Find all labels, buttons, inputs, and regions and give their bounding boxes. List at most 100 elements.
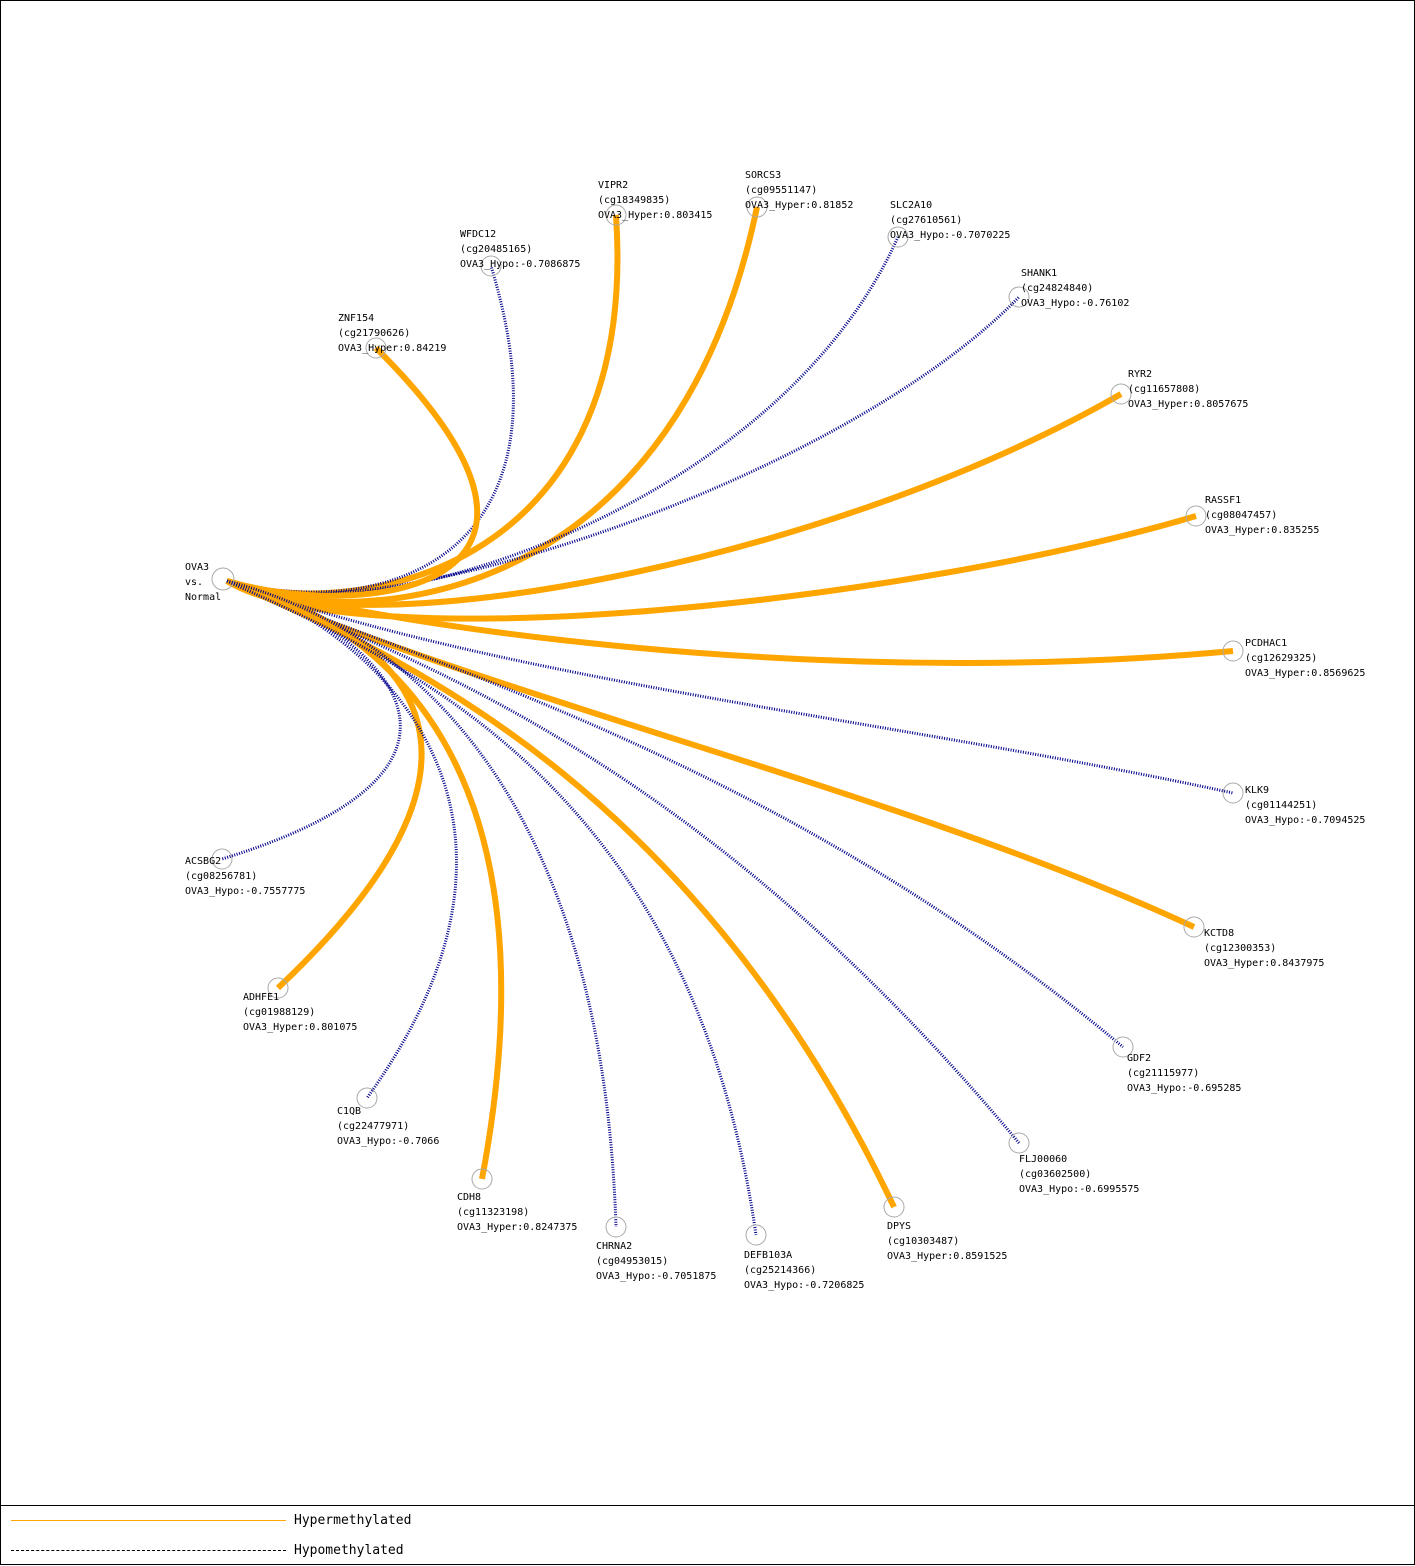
node-score: OVA3_Hypo:-0.7557775	[185, 886, 305, 897]
node-label-adhfe1: ADHFE1 (cg01988129) OVA3_Hyper:0.801075	[243, 992, 357, 1033]
node-ring-acsbg2	[211, 848, 233, 870]
node-label-gdf2: GDF2 (cg21115977) OVA3_Hypo:-0.695285	[1127, 1053, 1241, 1094]
node-gene: KCTD8	[1204, 928, 1234, 939]
node-score: OVA3_Hypo:-0.76102	[1021, 298, 1129, 309]
node-label-slc2a10: SLC2A10 (cg27610561) OVA3_Hypo:-0.7070225	[890, 200, 1010, 241]
node-gene: PCDHAC1	[1245, 638, 1287, 649]
node-probe: (cg09551147)	[745, 185, 817, 196]
node-ring-shank1	[1008, 286, 1030, 308]
node-probe: (cg20485165)	[460, 244, 532, 255]
node-ring-gdf2	[1112, 1036, 1134, 1058]
node-label-c1qb: C1QB (cg22477971) OVA3_Hypo:-0.7066	[337, 1106, 439, 1147]
node-label-kctd8: KCTD8 (cg12300353) OVA3_Hyper:0.8437975	[1204, 928, 1324, 969]
node-score: OVA3_Hypo:-0.7051875	[596, 1271, 716, 1282]
node-score: OVA3_Hypo:-0.7066	[337, 1136, 439, 1147]
legend-hyper-swatch	[11, 1520, 286, 1521]
node-ring-flj00060	[1008, 1132, 1030, 1154]
node-ring-pcdhac1	[1222, 640, 1244, 662]
node-gene: ADHFE1	[243, 992, 279, 1003]
edge-slc2a10	[226, 236, 900, 598]
node-gene: ZNF154	[338, 313, 374, 324]
node-score: OVA3_Hyper:0.8569625	[1245, 668, 1365, 679]
node-label-shank1: SHANK1 (cg24824840) OVA3_Hypo:-0.76102	[1021, 268, 1129, 309]
node-label-acsbg2: ACSBG2 (cg08256781) OVA3_Hypo:-0.7557775	[185, 856, 305, 897]
node-score: OVA3_Hyper:0.801075	[243, 1022, 357, 1033]
node-probe: (cg03602500)	[1019, 1169, 1091, 1180]
edge-defb103a	[226, 579, 758, 1236]
node-score: OVA3_Hypo:-0.7094525	[1245, 815, 1365, 826]
network-diagram: OVA3 vs. Normal VIPR2 (cg18349835) OVA3_Hy…	[185, 170, 1365, 1291]
legend-hyper: Hypermethylated	[1, 1511, 701, 1531]
node-score: OVA3_Hyper:0.8247375	[457, 1222, 577, 1233]
legend-hyper-label: Hypermethylated	[294, 1513, 412, 1528]
edge-kctd8	[225, 578, 1196, 930]
node-score: OVA3_Hyper:0.8591525	[887, 1251, 1007, 1262]
edge-acsbg2	[221, 579, 402, 861]
node-probe: (cg22477971)	[337, 1121, 409, 1132]
legend-hypo: Hypomethylated	[1, 1541, 701, 1561]
node-ring-ryr2	[1110, 383, 1132, 405]
node-gene: VIPR2	[598, 180, 628, 191]
node-gene: RYR2	[1128, 369, 1152, 380]
node-gene: CHRNA2	[596, 1241, 632, 1252]
node-probe: (cg25214366)	[744, 1265, 816, 1276]
node-ring-wfdc12	[480, 255, 502, 277]
node-score: OVA3_Hyper:0.81852	[745, 200, 853, 211]
node-gene: WFDC12	[460, 229, 496, 240]
legend-hypo-label: Hypomethylated	[294, 1543, 404, 1558]
node-probe: (cg11657808)	[1128, 384, 1200, 395]
legend: Hypermethylated Hypomethylated	[1, 1505, 1414, 1566]
node-label-znf154: ZNF154 (cg21790626) OVA3_Hyper:0.84219	[338, 313, 446, 354]
node-ring-sorcs3	[746, 196, 768, 218]
node-label-rassf1: RASSF1 (cg08047457) OVA3_Hyper:0.835255	[1205, 495, 1319, 536]
node-ring-dpys	[883, 1196, 905, 1218]
node-ring-klk9	[1222, 782, 1244, 804]
node-ring-vipr2	[605, 204, 627, 226]
node-gene: DEFB103A	[744, 1250, 792, 1261]
node-score: OVA3_Hypo:-0.7206825	[744, 1280, 864, 1291]
node-score: OVA3_Hyper:0.835255	[1205, 525, 1319, 536]
node-probe: (cg18349835)	[598, 195, 670, 206]
node-probe: (cg12300353)	[1204, 943, 1276, 954]
node-label-klk9: KLK9 (cg01144251) OVA3_Hypo:-0.7094525	[1245, 785, 1365, 826]
node-probe: (cg01988129)	[243, 1007, 315, 1018]
node-ring-rassf1	[1185, 505, 1207, 527]
node-label-pcdhac1: PCDHAC1 (cg12629325) OVA3_Hyper:0.8569625	[1245, 638, 1365, 679]
node-label-defb103a: DEFB103A (cg25214366) OVA3_Hypo:-0.7206825	[744, 1250, 864, 1291]
node-probe: (cg24824840)	[1021, 283, 1093, 294]
labels-layer: VIPR2 (cg18349835) OVA3_Hyper:0.803415 SORC…	[185, 170, 1365, 1291]
node-score: OVA3_Hyper:0.84219	[338, 343, 446, 354]
node-probe: (cg21115977)	[1127, 1068, 1199, 1079]
legend-hypo-swatch	[11, 1550, 286, 1551]
node-score: OVA3_Hypo:-0.695285	[1127, 1083, 1241, 1094]
edge-cdh8	[226, 578, 505, 1180]
node-ring-chrna2	[605, 1216, 627, 1238]
node-label-wfdc12: WFDC12 (cg20485165) OVA3_Hypo:-0.7086875	[460, 229, 580, 270]
node-label-vipr2: VIPR2 (cg18349835) OVA3_Hyper:0.803415	[598, 180, 712, 221]
node-probe: (cg10303487)	[887, 1236, 959, 1247]
node-score: OVA3_Hypo:-0.7086875	[460, 259, 580, 270]
node-score: OVA3_Hypo:-0.7070225	[890, 230, 1010, 241]
edge-shank1	[226, 295, 1021, 596]
node-label-cdh8: CDH8 (cg11323198) OVA3_Hyper:0.8247375	[457, 1192, 577, 1233]
node-gene: FLJ00060	[1019, 1154, 1067, 1165]
node-ring-defb103a	[745, 1224, 767, 1246]
node-score: OVA3_Hyper:0.803415	[598, 210, 712, 221]
edges-layer	[221, 206, 1234, 1236]
node-ring-slc2a10	[887, 226, 909, 248]
node-label-chrna2: CHRNA2 (cg04953015) OVA3_Hypo:-0.7051875	[596, 1241, 716, 1282]
node-ring-c1qb	[356, 1087, 378, 1109]
center-label-line2: vs.	[185, 577, 203, 588]
node-label-sorcs3: SORCS3 (cg09551147) OVA3_Hyper:0.81852	[745, 170, 853, 211]
center-label-line1: OVA3	[185, 562, 209, 573]
node-probe: (cg08047457)	[1205, 510, 1277, 521]
node-probe: (cg27610561)	[890, 215, 962, 226]
node-ring-znf154	[365, 337, 387, 359]
node-label-dpys: DPYS (cg10303487) OVA3_Hyper:0.8591525	[887, 1221, 1007, 1262]
node-gene: SORCS3	[745, 170, 781, 181]
node-probe: (cg04953015)	[596, 1256, 668, 1267]
node-probe: (cg11323198)	[457, 1207, 529, 1218]
edge-adhfe1	[226, 578, 425, 991]
node-label-flj00060: FLJ00060 (cg03602500) OVA3_Hypo:-0.6995575	[1019, 1154, 1139, 1195]
